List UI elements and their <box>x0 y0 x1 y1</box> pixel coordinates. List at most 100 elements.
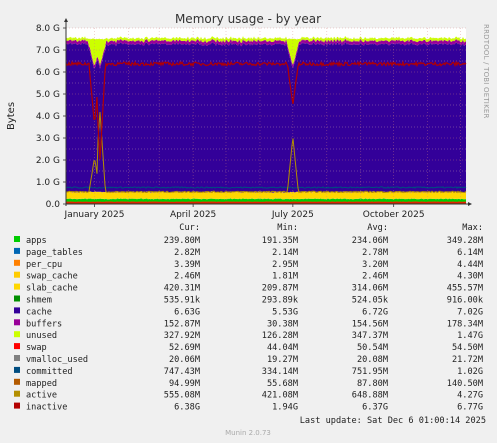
legend-label-mapped: mapped <box>26 379 57 389</box>
legend-min-active: 421.08M <box>262 391 298 401</box>
legend-max-per-cpu: 4.44M <box>457 260 483 270</box>
legend-avg-slab-cache: 314.06M <box>352 284 388 294</box>
legend-swatch-per-cpu <box>14 259 20 266</box>
legend-swatch-active <box>14 390 20 397</box>
legend-avg-active: 648.88M <box>352 391 388 401</box>
legend-avg-unused: 347.37M <box>352 331 388 341</box>
legend-max-buffers: 178.34M <box>447 319 483 329</box>
legend-max-cache: 7.02G <box>457 307 483 317</box>
legend-label-slab-cache: slab_cache <box>26 284 78 294</box>
legend-cur-swap-cache: 2.46M <box>174 272 200 282</box>
rrdtool-credit: RRDTOOL / TOBI OETIKER <box>482 24 490 119</box>
legend-avg-cache: 6.72G <box>362 307 388 317</box>
legend-min-per-cpu: 2.95M <box>272 260 298 270</box>
legend-cur-mapped: 94.99M <box>169 379 200 389</box>
legend-label-page-tables: page_tables <box>26 248 83 258</box>
legend-min-slab-cache: 209.87M <box>262 284 298 294</box>
munin-version: Munin 2.0.73 <box>225 429 271 437</box>
legend-max-shmem: 916.00k <box>447 296 484 306</box>
legend-max-unused: 1.47G <box>457 331 483 341</box>
legend-avg-committed: 751.95M <box>352 367 388 377</box>
legend-label-cache: cache <box>26 307 52 317</box>
legend-cur-active: 555.08M <box>164 391 200 401</box>
legend-min-page-tables: 2.14M <box>272 248 298 258</box>
chart-title: Memory usage - by year <box>175 12 321 26</box>
legend-max-vmalloc-used: 21.72M <box>452 355 483 365</box>
y-tick-label: 1.0 G <box>36 178 60 188</box>
legend-label-unused: unused <box>26 331 57 341</box>
legend-max-active: 4.27G <box>457 391 483 401</box>
area-buffers <box>66 38 466 69</box>
legend-min-inactive: 1.94G <box>272 403 298 413</box>
legend-max-swap: 54.50M <box>452 343 483 353</box>
x-tick-label: April 2025 <box>170 210 216 220</box>
legend-avg-shmem: 524.05k <box>352 296 389 306</box>
legend-swatch-vmalloc-used <box>14 355 20 361</box>
legend-min-shmem: 293.89k <box>262 296 299 306</box>
legend-cur-cache: 6.63G <box>174 307 200 317</box>
legend-min-mapped: 55.68M <box>267 379 298 389</box>
legend-cur-unused: 327.92M <box>164 331 200 341</box>
y-tick-label: 8.0 G <box>36 24 60 34</box>
x-tick-label: January 2025 <box>64 210 125 220</box>
legend-label-per-cpu: per_cpu <box>26 260 62 270</box>
legend-min-cache: 5.53G <box>272 307 298 317</box>
legend-avg-inactive: 6.37G <box>362 403 388 413</box>
legend-swatch-buffers <box>14 319 20 326</box>
legend-cur-committed: 747.43M <box>164 367 200 377</box>
legend-column-header: Max: <box>462 223 483 233</box>
y-tick-label: 4.0 G <box>36 112 60 122</box>
legend-label-swap: swap <box>26 343 47 353</box>
legend-min-committed: 334.14M <box>262 367 298 377</box>
legend-swatch-page-tables <box>14 247 20 254</box>
legend-min-swap-cache: 1.81M <box>272 272 298 282</box>
last-update: Last update: Sat Dec 6 01:00:14 2025 <box>300 416 486 426</box>
line-committed <box>65 186 467 189</box>
legend-swatch-swap <box>14 343 20 350</box>
legend-swatch-slab-cache <box>14 283 20 290</box>
legend-max-swap-cache: 4.30M <box>457 272 483 282</box>
y-tick-label: 2.0 G <box>36 156 60 166</box>
legend-swatch-committed <box>14 366 20 373</box>
legend-max-mapped: 140.50M <box>447 379 483 389</box>
legend-cur-swap: 52.69M <box>169 343 200 353</box>
legend-avg-swap: 50.54M <box>357 343 388 353</box>
legend-swatch-swap-cache <box>14 271 20 278</box>
legend-cur-apps: 239.80M <box>164 236 200 246</box>
legend-cur-buffers: 152.87M <box>164 319 200 329</box>
legend-cur-page-tables: 2.82M <box>174 248 200 258</box>
legend-max-apps: 349.28M <box>447 236 483 246</box>
legend-avg-vmalloc-used: 20.08M <box>357 355 388 365</box>
line-inactive <box>65 60 467 160</box>
x-tick-label: October 2025 <box>363 210 425 220</box>
legend-label-committed: committed <box>26 367 73 377</box>
y-tick-label: 0.0 <box>46 200 61 210</box>
area-cache <box>66 42 466 193</box>
legend-label-apps: apps <box>26 236 47 246</box>
legend-column-header: Cur: <box>179 223 200 233</box>
axes: 0.0 1.0 G 2.0 G 3.0 G 4.0 G 5.0 G 6.0 G 7.0 G 8.… <box>36 18 472 220</box>
x-tick-label: July 2025 <box>271 210 314 220</box>
legend-max-page-tables: 6.14M <box>457 248 483 258</box>
legend-avg-swap-cache: 2.46M <box>362 272 388 282</box>
legend-column-header: Avg: <box>367 223 388 233</box>
series-lines <box>65 60 467 204</box>
y-axis-arrow <box>64 18 68 22</box>
legend-min-buffers: 30.38M <box>267 319 298 329</box>
legend-min-swap: 44.04M <box>267 343 298 353</box>
legend-swatch-cache <box>14 307 20 314</box>
legend-avg-per-cpu: 3.20M <box>362 260 388 270</box>
legend-avg-apps: 234.06M <box>352 236 388 246</box>
legend-label-swap-cache: swap_cache <box>26 272 78 282</box>
legend-label-vmalloc-used: vmalloc_used <box>26 355 88 365</box>
legend-swatch-shmem <box>14 295 20 302</box>
legend-cur-shmem: 535.91k <box>164 296 201 306</box>
legend-swatch-apps <box>14 236 20 242</box>
legend-max-inactive: 6.77G <box>457 403 483 413</box>
stacked-areas <box>66 36 466 204</box>
line-active <box>65 111 467 194</box>
legend-column-header: Min: <box>277 223 298 233</box>
area-swap-cache <box>66 198 466 200</box>
legend-label-buffers: buffers <box>26 319 62 329</box>
